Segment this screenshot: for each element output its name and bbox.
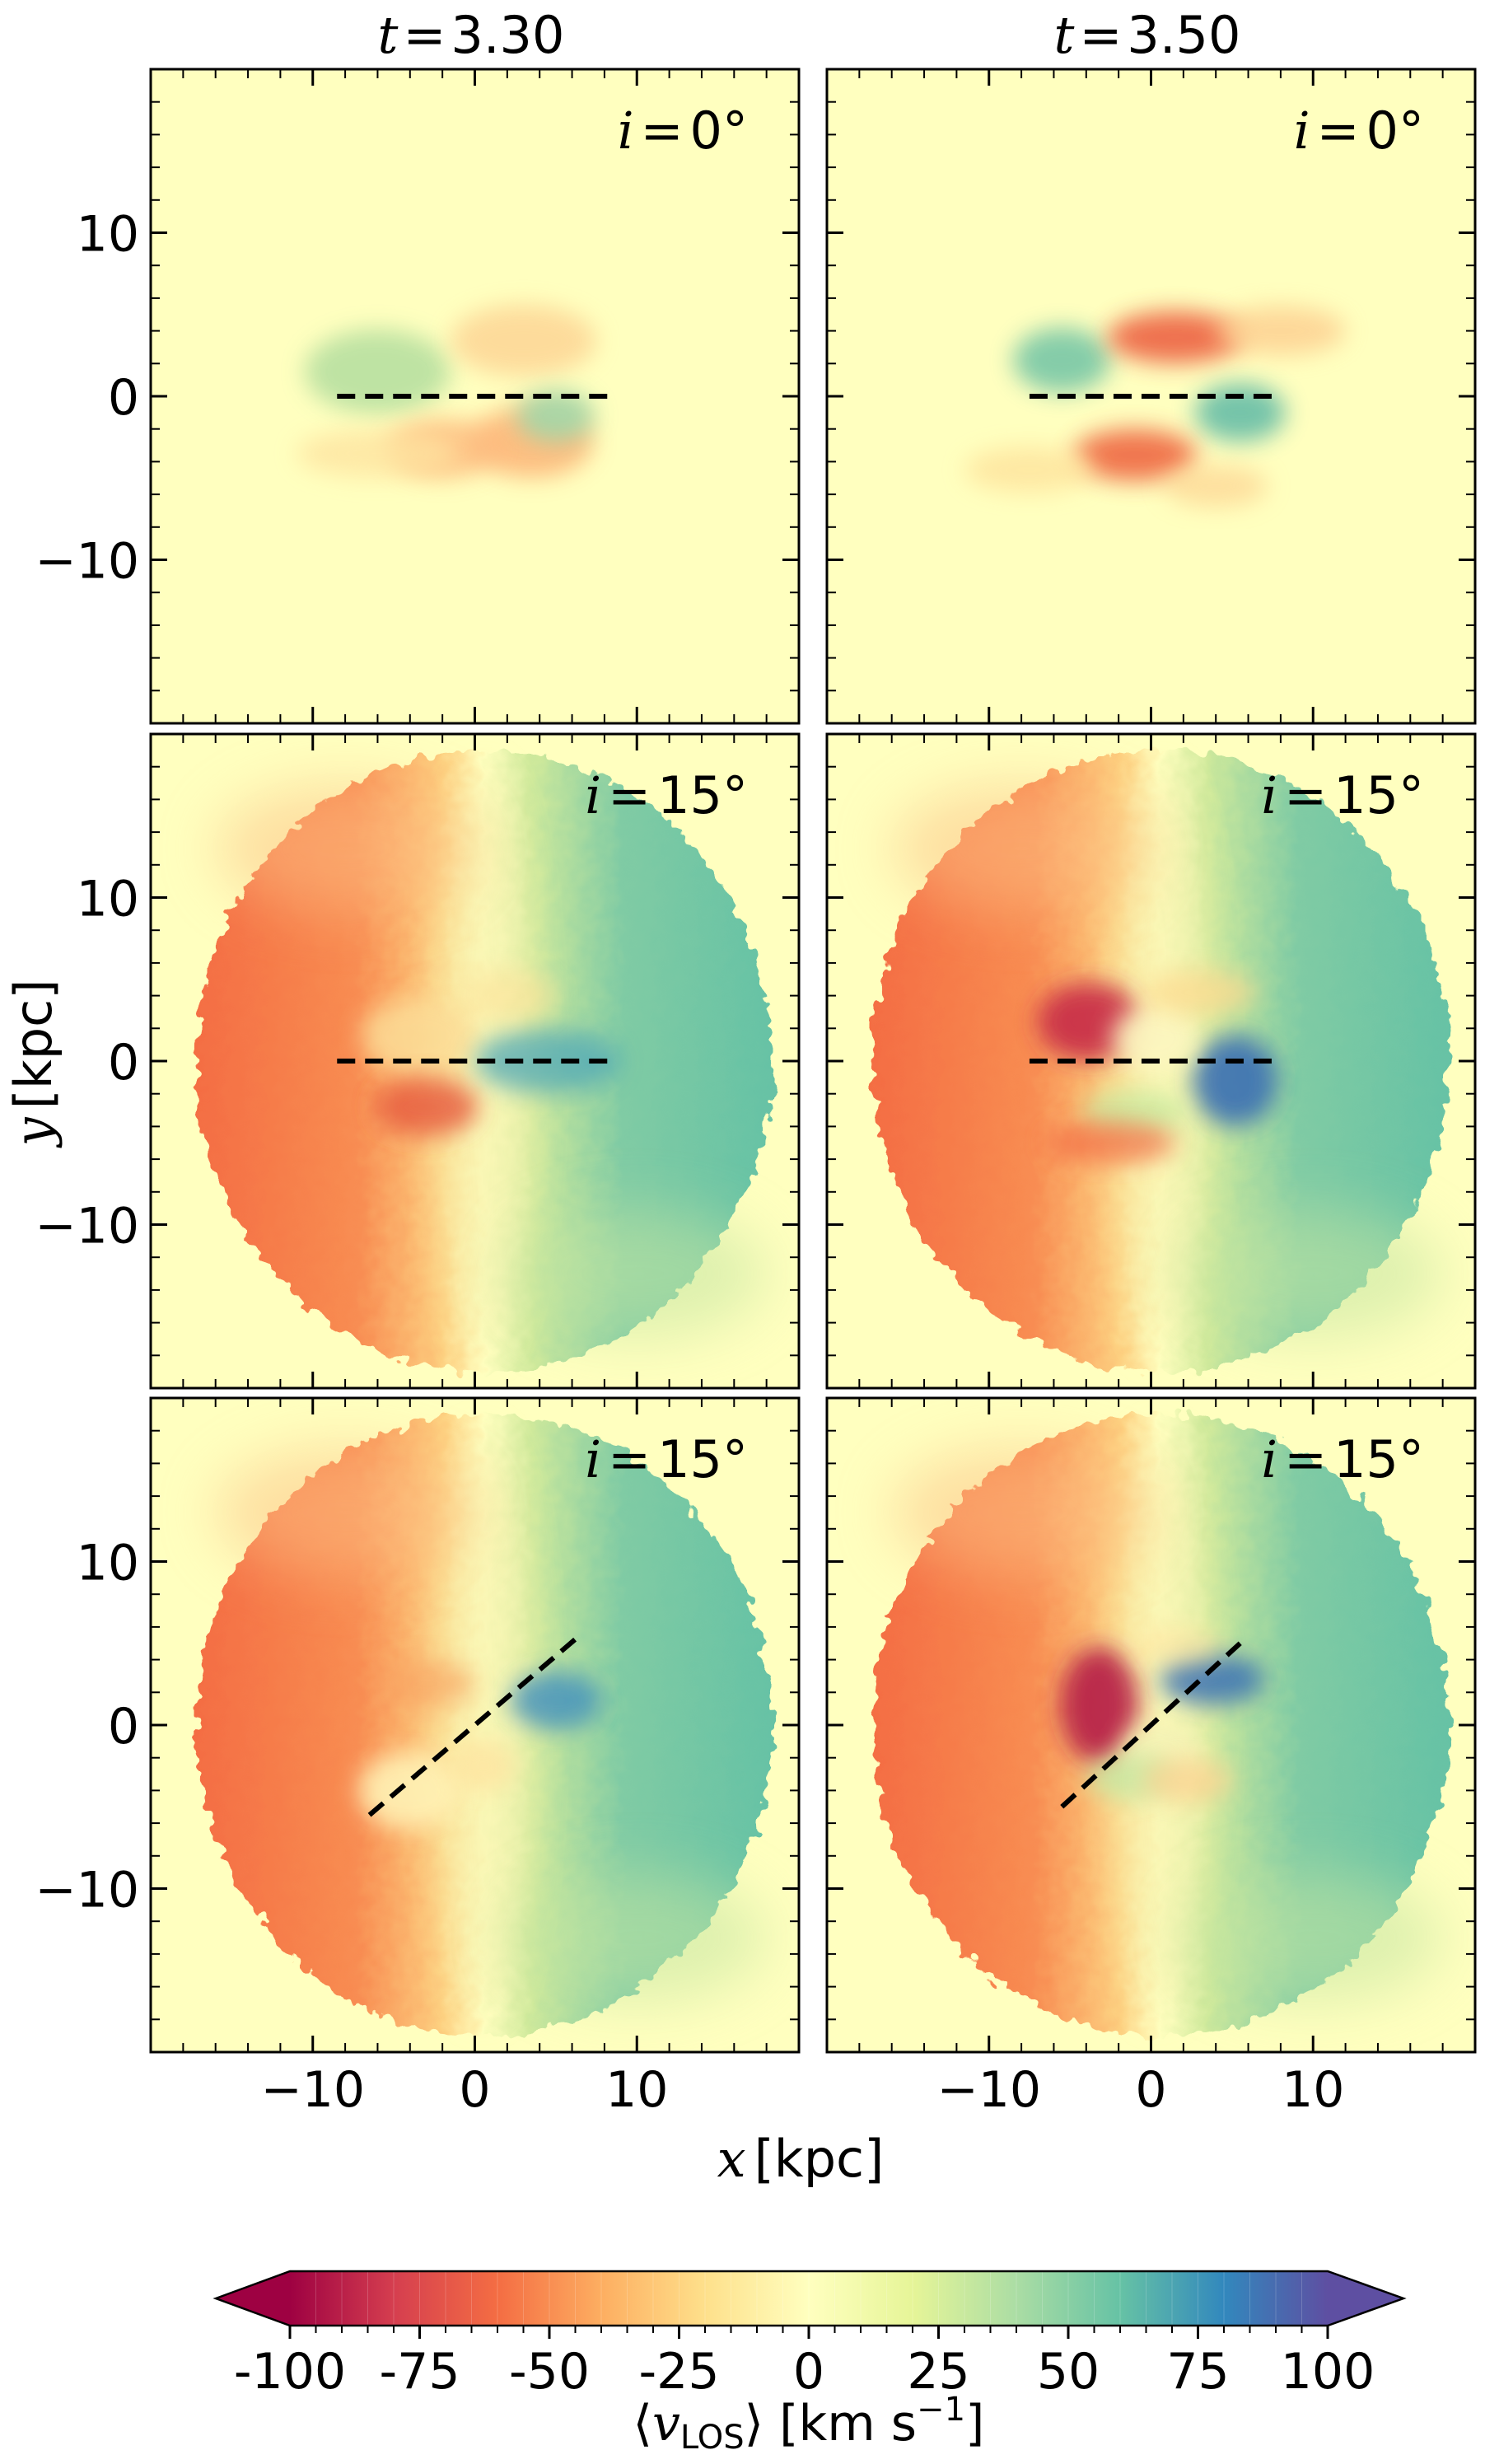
disc-outer-feature (215, 1447, 475, 1578)
panel-ticks (151, 734, 799, 1388)
velocity-map (196, 1414, 773, 2036)
y-tick-label: 0 (108, 1034, 139, 1092)
disc-outer-feature (891, 783, 1151, 914)
inclination-label: i = 15° (585, 1429, 748, 1489)
panel-ticks (151, 69, 799, 723)
colorbar-body (290, 2271, 1328, 2326)
y-tick-label: −10 (35, 533, 139, 591)
panel-ticks (827, 1398, 1475, 2052)
colorbar-tick-label: 75 (1166, 2343, 1229, 2401)
y-tick-label: 10 (77, 206, 139, 264)
x-tick-label: 10 (605, 2061, 668, 2119)
velocity-feature (377, 1659, 475, 1709)
panel-background (151, 69, 799, 723)
panel-ticks (827, 69, 1475, 723)
slit-line (1060, 1641, 1242, 1809)
velocity-feature (304, 330, 451, 414)
panel-ticks (151, 1398, 799, 2052)
velocity-map (872, 750, 1450, 1372)
velocity-feature (1112, 1005, 1197, 1071)
inclination-label: i = 15° (1261, 1429, 1424, 1489)
velocity-feature (1141, 1757, 1232, 1804)
panel-ticks (827, 734, 1475, 1388)
velocity-feature (964, 447, 1095, 493)
velocity-map (872, 1414, 1450, 2036)
colorbar-label: ⟨vLOS⟩ [km s−1] (633, 2391, 985, 2457)
y-tick-label: −10 (35, 1862, 139, 1919)
velocity-feature (458, 970, 556, 1022)
velocity-feature (297, 428, 459, 478)
y-tick-label: −10 (35, 1198, 139, 1255)
col-title-1: t=3.50 (1054, 5, 1241, 65)
velocity-map (297, 305, 597, 478)
panel-0-1: i = 0° (825, 68, 1477, 725)
velocity-feature (1107, 311, 1244, 364)
velocity-feature (1193, 1035, 1277, 1126)
colorbar-tick-label: -50 (509, 2343, 590, 2401)
velocity-feature (1073, 428, 1197, 481)
inclination-label: i = 0° (1294, 101, 1424, 161)
velocity-feature (1129, 1627, 1221, 1667)
x-tick-label: 10 (1282, 2061, 1344, 2119)
colorbar-tick-label: -100 (234, 2343, 346, 2401)
colorbar: -100 -75 -50 -25 0 25 50 75 100 ⟨vLOS⟩ [km s−1] (212, 2270, 1407, 2457)
velocity-feature (357, 1751, 462, 1830)
x-axis-label: x [kpc] (717, 2129, 885, 2189)
x-tick-label: 0 (459, 2061, 490, 2119)
velocity-feature (361, 998, 475, 1076)
disc-outer-feature (891, 1447, 1151, 1578)
disc-outer-feature (215, 783, 475, 914)
colorbar-tick-label: 0 (793, 2343, 824, 2401)
disc-outer-feature (1183, 1209, 1443, 1339)
disc-outer-feature (1183, 1873, 1443, 2003)
colorbar-tick-label: -25 (639, 2343, 720, 2401)
inclination-label: i = 15° (1261, 765, 1424, 825)
y-axis-label: y[kpc] (3, 980, 63, 1149)
inclination-label: i = 15° (585, 765, 748, 825)
velocity-feature (1013, 327, 1111, 393)
velocity-feature (374, 1078, 479, 1136)
y-tick-label: 10 (77, 871, 139, 928)
velocity-feature (516, 390, 595, 442)
x-tick-label: −10 (936, 2061, 1041, 2119)
colorbar-tick-label: 25 (907, 2343, 969, 2401)
slit-line (367, 1633, 582, 1817)
y-tick-label: 0 (108, 369, 139, 427)
x-tick-label: −10 (260, 2061, 365, 2119)
panel-2-1: i = 15° −10 0 10 (825, 1396, 1477, 2119)
velocity-feature (1045, 1121, 1176, 1164)
colorbar-extend-high (1328, 2271, 1403, 2326)
minor-axis-band (434, 1433, 532, 2017)
velocity-feature (510, 1671, 601, 1730)
velocity-feature (450, 1740, 516, 1793)
inclination-label: i = 0° (618, 101, 748, 161)
colorbar-extend-low (216, 2271, 290, 2326)
velocity-feature (1060, 1647, 1138, 1765)
panel-2-0: i = 15° −10 0 10 −10 0 10 (35, 1396, 801, 2119)
panel-0-0: i = 0° −10 0 10 (35, 68, 801, 725)
x-tick-label: 0 (1135, 2061, 1166, 2119)
colorbar-tick-label: 50 (1037, 2343, 1100, 2401)
disc-outer-feature (507, 1873, 767, 2003)
col-title-0: t=3.30 (378, 5, 565, 65)
y-tick-label: 10 (77, 1535, 139, 1592)
velocity-feature (1164, 465, 1268, 507)
y-tick-label: 0 (108, 1698, 139, 1756)
velocity-feature (450, 305, 597, 376)
velocity-feature (1142, 970, 1257, 1016)
velocity-feature (1216, 306, 1346, 356)
panel-1-1: i = 15° (825, 732, 1477, 1390)
colorbar-tick-label: -75 (380, 2343, 460, 2401)
panel-grid: i = 0° −10 0 10 i = 0° i = 15° −10 0 10 i = 15° i = 15° −10 0 1… (35, 68, 1477, 2119)
velocity-feature (1194, 383, 1286, 442)
disc-outer-feature (507, 1209, 767, 1339)
panel-1-0: i = 15° −10 0 10 (35, 732, 801, 1390)
colorbar-tick-label: 100 (1281, 2343, 1375, 2401)
